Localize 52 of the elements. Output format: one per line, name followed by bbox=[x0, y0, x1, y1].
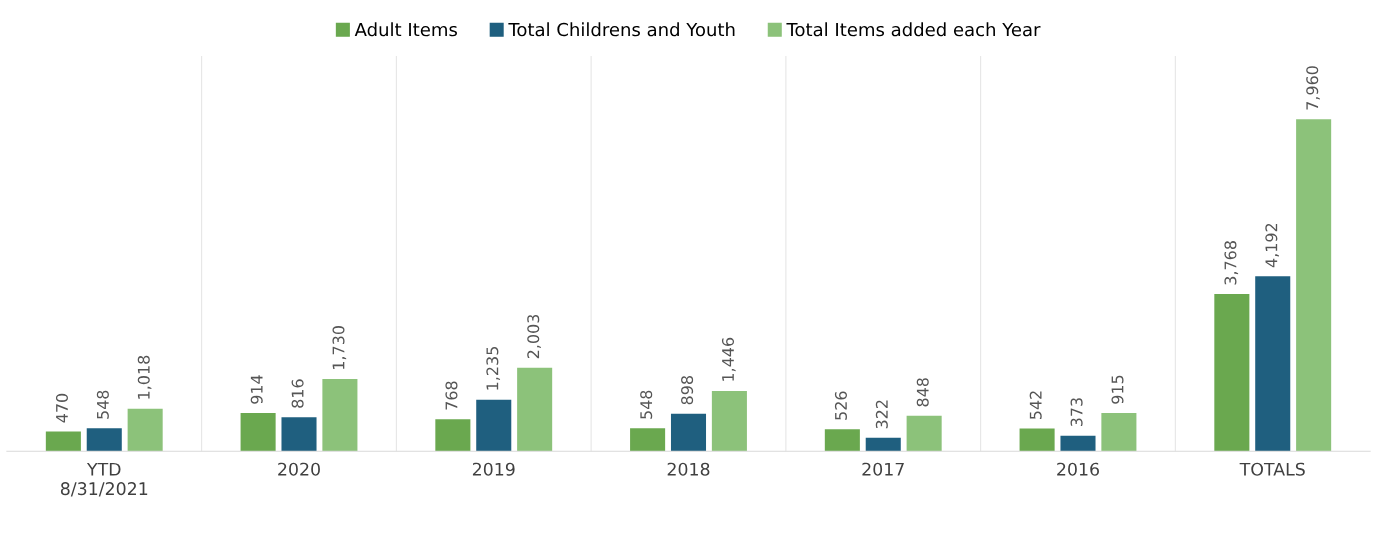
bar bbox=[1019, 428, 1055, 452]
bar bbox=[906, 415, 942, 452]
x-tick-label: 2016 bbox=[1057, 462, 1099, 476]
data-label: 322 bbox=[875, 400, 888, 429]
data-label: 548 bbox=[640, 390, 653, 419]
bar bbox=[86, 428, 122, 452]
data-label: 542 bbox=[1029, 391, 1042, 420]
bar bbox=[865, 437, 901, 452]
bar bbox=[322, 379, 358, 452]
data-label: 1,730 bbox=[332, 326, 347, 369]
legend-label: Adult Items bbox=[354, 22, 457, 37]
bar bbox=[1255, 276, 1291, 452]
bar bbox=[1101, 413, 1137, 452]
bar bbox=[670, 413, 707, 452]
legend-label: Total Childrens and Youth bbox=[508, 22, 735, 37]
data-label: 373 bbox=[1070, 398, 1083, 427]
data-label: 915 bbox=[1111, 375, 1124, 404]
data-label: 816 bbox=[291, 379, 304, 408]
data-label: 848 bbox=[916, 378, 929, 407]
data-label: 768 bbox=[445, 381, 458, 410]
x-tick-label: 2019 bbox=[472, 462, 515, 476]
bar bbox=[1060, 435, 1096, 452]
bar bbox=[517, 367, 553, 452]
x-tick-label: 2017 bbox=[862, 462, 904, 476]
data-label: 1,018 bbox=[137, 355, 152, 399]
bar bbox=[711, 390, 747, 452]
data-label: 4,192 bbox=[1265, 223, 1280, 268]
x-tick-label: YTD 8/31/2021 bbox=[60, 462, 148, 497]
bar bbox=[281, 417, 317, 452]
legend-label: Total Items added each Year bbox=[786, 22, 1041, 37]
bar bbox=[240, 413, 276, 452]
bar bbox=[127, 408, 163, 452]
data-label: 470 bbox=[55, 393, 68, 423]
data-label: 898 bbox=[681, 376, 694, 405]
data-label: 3,768 bbox=[1224, 241, 1239, 285]
bar bbox=[824, 429, 860, 452]
x-tick-label: 2018 bbox=[667, 462, 710, 476]
data-label: 526 bbox=[834, 391, 847, 420]
bar bbox=[1214, 294, 1250, 452]
x-tick-label: 2020 bbox=[278, 462, 320, 476]
bar bbox=[1296, 119, 1332, 452]
data-label: 914 bbox=[250, 375, 263, 404]
bar bbox=[435, 419, 471, 452]
bar bbox=[45, 431, 81, 452]
bar bbox=[630, 428, 666, 452]
data-label: 7,960 bbox=[1306, 66, 1320, 110]
data-label: 548 bbox=[96, 390, 109, 419]
x-tick-label: TOTALS bbox=[1239, 462, 1305, 476]
bar bbox=[476, 399, 512, 452]
data-label: 2,003 bbox=[527, 314, 541, 359]
data-label: 1,235 bbox=[486, 347, 501, 390]
data-label: 1,446 bbox=[721, 337, 736, 381]
